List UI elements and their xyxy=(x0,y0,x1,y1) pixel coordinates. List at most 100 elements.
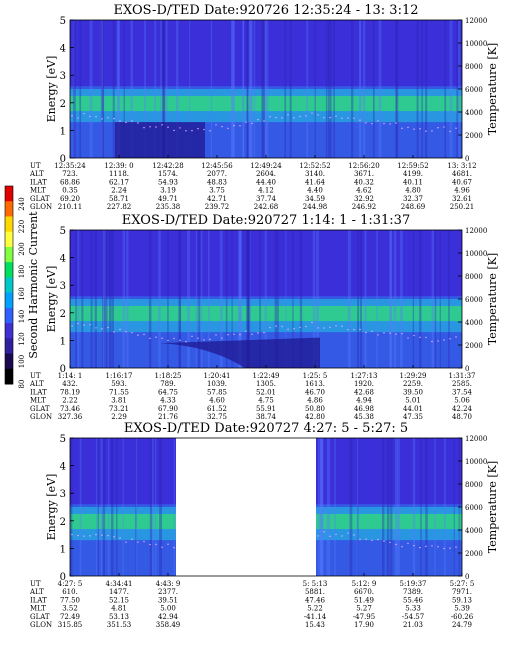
spectrogram-streak xyxy=(135,438,138,576)
spectrogram-streak xyxy=(284,20,287,158)
spectrogram-streak xyxy=(167,230,169,368)
table-row-label: ALT xyxy=(29,170,44,178)
y2-axis-label: Temperature [K] xyxy=(486,43,499,135)
temperature-trace-point xyxy=(419,336,421,338)
table-cell: 32.61 xyxy=(452,195,472,203)
spectrogram-streak xyxy=(239,230,242,368)
table-cell: 246.92 xyxy=(352,203,377,211)
y2-tick-label: 2000 xyxy=(465,550,483,558)
temperature-trace-point xyxy=(431,340,433,343)
table-row-label: GLON xyxy=(30,413,52,421)
temperature-trace-point xyxy=(311,321,313,324)
temperature-trace-point xyxy=(353,329,355,331)
y-tick-label: 4 xyxy=(60,462,66,473)
temperature-trace-point xyxy=(287,328,289,331)
table-cell: 21.76 xyxy=(158,413,179,421)
spectrogram-streak xyxy=(444,20,447,158)
spectrogram-streak xyxy=(349,438,353,576)
temperature-trace-point xyxy=(95,115,97,118)
table-cell: 39.50 xyxy=(403,388,423,396)
spectrogram-streak xyxy=(334,438,336,576)
table-cell: 53.13 xyxy=(109,613,129,621)
table-cell: 5.06 xyxy=(454,397,470,405)
spectrogram-streak xyxy=(265,20,269,158)
colorbar-tick-label: 240 xyxy=(18,197,26,210)
spectrogram-streak xyxy=(200,230,203,368)
table-cell: 48.83 xyxy=(207,178,227,186)
temperature-trace-point xyxy=(191,335,193,338)
spectrogram-streak xyxy=(416,20,419,158)
table-cell: 3140. xyxy=(305,170,325,178)
table-cell: 3.75 xyxy=(209,187,225,195)
temperature-trace-point xyxy=(413,334,415,337)
table-cell: 4.12 xyxy=(258,187,274,195)
colorbar-segment xyxy=(5,307,13,324)
temperature-trace-point xyxy=(101,328,103,330)
spectrogram-dark-patch xyxy=(160,337,320,368)
y2-tick-label: 6000 xyxy=(465,296,483,304)
spectrogram-streak xyxy=(421,20,423,158)
y2-tick-label: 4000 xyxy=(465,109,483,117)
table-cell: 235.38 xyxy=(156,203,181,211)
temperature-trace-point xyxy=(83,324,85,326)
spectrogram-streak xyxy=(395,20,399,158)
temperature-trace-point xyxy=(89,324,91,326)
y-tick-label: 4 xyxy=(60,254,66,265)
temperature-trace-point xyxy=(227,127,229,130)
spectrogram-streak xyxy=(292,230,294,368)
spectrogram-streak xyxy=(364,230,367,368)
temperature-trace-point xyxy=(95,533,97,536)
temperature-trace-point xyxy=(203,128,205,131)
table-cell: 2.24 xyxy=(111,187,127,195)
spectrogram-streak xyxy=(106,230,108,368)
temperature-trace-point xyxy=(317,535,319,537)
table-row-label: ALT xyxy=(29,380,44,388)
colorbar-label: Second Harmonic Current xyxy=(27,211,40,359)
table-cell: 1:22:49 xyxy=(253,372,280,380)
temperature-trace-point xyxy=(71,325,73,327)
spectrogram-streak xyxy=(199,230,201,368)
table-cell: -60.26 xyxy=(451,613,474,621)
temperature-trace-point xyxy=(191,129,193,132)
table-cell: 210.11 xyxy=(58,203,83,211)
temperature-trace-point xyxy=(389,541,391,544)
spectrogram-streak xyxy=(362,20,366,158)
colorbar-tick-label: 80 xyxy=(18,380,26,389)
spectrogram-streak xyxy=(100,438,103,576)
table-cell: 61.52 xyxy=(207,405,227,413)
temperature-trace-point xyxy=(83,112,85,115)
spectrogram-streak xyxy=(108,230,111,368)
spectrogram-streak xyxy=(399,230,403,368)
temperature-trace-point xyxy=(155,336,157,338)
table-cell: 1613. xyxy=(305,380,325,388)
temperature-trace-point xyxy=(107,326,109,329)
spectrogram-streak xyxy=(378,20,382,158)
spectrogram-streak xyxy=(321,438,324,576)
table-cell: 3.19 xyxy=(160,187,176,195)
table-cell: 5:12: 9 xyxy=(352,580,377,588)
table-cell: 5.39 xyxy=(454,605,470,613)
table-cell: 2259. xyxy=(403,380,423,388)
temperature-trace-point xyxy=(251,333,253,335)
y2-tick-label: 2000 xyxy=(465,132,483,140)
table-cell: 242.68 xyxy=(254,203,279,211)
y-tick-label: 3 xyxy=(60,71,66,82)
table-cell: 4.75 xyxy=(258,397,274,405)
spectrogram-streak xyxy=(90,230,93,368)
spectrogram-streak xyxy=(79,438,82,576)
y2-tick-label: 6000 xyxy=(465,86,483,94)
table-cell: 58.71 xyxy=(109,195,129,203)
temperature-trace-point xyxy=(401,332,403,335)
spectrogram-streak xyxy=(327,20,329,158)
spectrogram-streak xyxy=(253,20,256,158)
temperature-trace-point xyxy=(293,328,295,330)
spectrogram-streak xyxy=(103,230,107,368)
spectrogram-streak xyxy=(397,438,400,576)
temperature-trace-point xyxy=(317,114,319,116)
spectrogram-streak xyxy=(232,20,235,158)
temperature-trace-point xyxy=(221,125,223,128)
spectrogram-streak xyxy=(175,20,179,158)
table-cell: 4:27: 5 xyxy=(58,580,83,588)
temperature-trace-point xyxy=(167,339,169,342)
spectrogram-streak xyxy=(393,230,397,368)
